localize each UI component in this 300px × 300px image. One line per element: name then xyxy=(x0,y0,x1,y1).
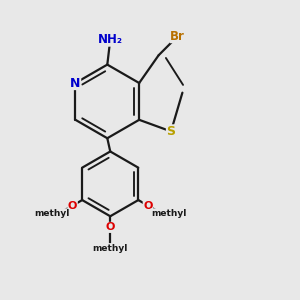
Text: O: O xyxy=(106,222,115,233)
Text: O: O xyxy=(68,201,77,211)
Text: methyl: methyl xyxy=(34,209,70,218)
Text: methyl: methyl xyxy=(151,209,186,218)
Text: methyl: methyl xyxy=(93,244,128,253)
Text: Br: Br xyxy=(170,30,185,43)
Text: N: N xyxy=(70,76,81,89)
Text: O: O xyxy=(143,201,153,211)
Text: NH₂: NH₂ xyxy=(98,33,123,46)
Text: S: S xyxy=(167,125,176,138)
